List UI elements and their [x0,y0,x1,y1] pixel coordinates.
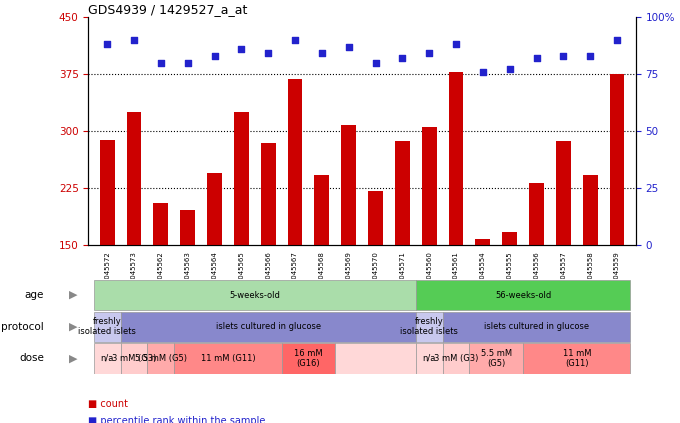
Bar [261,143,275,245]
Bar [288,80,303,245]
Text: n/a: n/a [422,354,436,363]
Text: GDS4939 / 1429527_a_at: GDS4939 / 1429527_a_at [88,3,248,16]
Point [262,50,273,57]
Bar [469,343,523,374]
Point [290,36,301,43]
Bar [368,190,383,245]
Bar [148,343,174,374]
Bar [395,141,410,245]
Point [477,69,488,75]
Point [343,43,354,50]
Bar [180,209,195,245]
Point [558,52,568,59]
Text: freshly
isolated islets: freshly isolated islets [78,317,136,336]
Point [397,55,408,61]
Bar [100,140,114,245]
Bar [94,343,120,374]
Text: freshly
isolated islets: freshly isolated islets [401,317,458,336]
Bar [335,343,415,374]
Bar [415,343,443,374]
Point [129,36,139,43]
Point [316,50,327,57]
Bar [443,311,630,342]
Point [102,41,113,48]
Bar [422,127,437,245]
Bar [120,311,415,342]
Point [182,59,193,66]
Point [585,52,596,59]
Point [451,41,462,48]
Point [611,36,622,43]
Text: n/a: n/a [101,354,114,363]
Bar [94,280,415,310]
Text: protocol: protocol [1,322,44,332]
Text: age: age [25,290,44,300]
Text: 5.5 mM
(G5): 5.5 mM (G5) [481,349,512,368]
Point [236,46,247,52]
Bar [415,311,443,342]
Text: 11 mM (G11): 11 mM (G11) [201,354,255,363]
Point [370,59,381,66]
Text: ▶: ▶ [69,354,78,363]
Text: dose: dose [19,354,44,363]
Bar [207,173,222,245]
Bar [282,343,335,374]
Text: ■ count: ■ count [88,399,129,409]
Bar [556,141,571,245]
Text: 5-weeks-old: 5-weeks-old [229,291,280,299]
Bar [449,72,463,245]
Bar [415,280,630,310]
Bar [120,343,148,374]
Bar [475,239,490,245]
Bar [443,343,469,374]
Text: 56-weeks-old: 56-weeks-old [495,291,551,299]
Bar [234,112,249,245]
Text: 16 mM
(G16): 16 mM (G16) [294,349,323,368]
Bar [583,175,598,245]
Point [531,55,542,61]
Bar [94,311,120,342]
Point [156,59,167,66]
Bar [503,232,517,245]
Bar [154,203,168,245]
Text: ▶: ▶ [69,290,78,300]
Bar [341,125,356,245]
Bar [174,343,282,374]
Text: islets cultured in glucose: islets cultured in glucose [216,322,321,331]
Point [424,50,435,57]
Text: ▶: ▶ [69,322,78,332]
Text: islets cultured in glucose: islets cultured in glucose [484,322,589,331]
Point [209,52,220,59]
Bar [314,175,329,245]
Point [505,66,515,73]
Text: 3 mM (G3): 3 mM (G3) [434,354,478,363]
Text: 5.5 mM (G5): 5.5 mM (G5) [135,354,187,363]
Bar [126,112,141,245]
Text: 11 mM
(G11): 11 mM (G11) [562,349,591,368]
Bar [523,343,630,374]
Text: 3 mM (G3): 3 mM (G3) [112,354,156,363]
Bar [610,74,624,245]
Text: ■ percentile rank within the sample: ■ percentile rank within the sample [88,416,266,423]
Bar [529,183,544,245]
